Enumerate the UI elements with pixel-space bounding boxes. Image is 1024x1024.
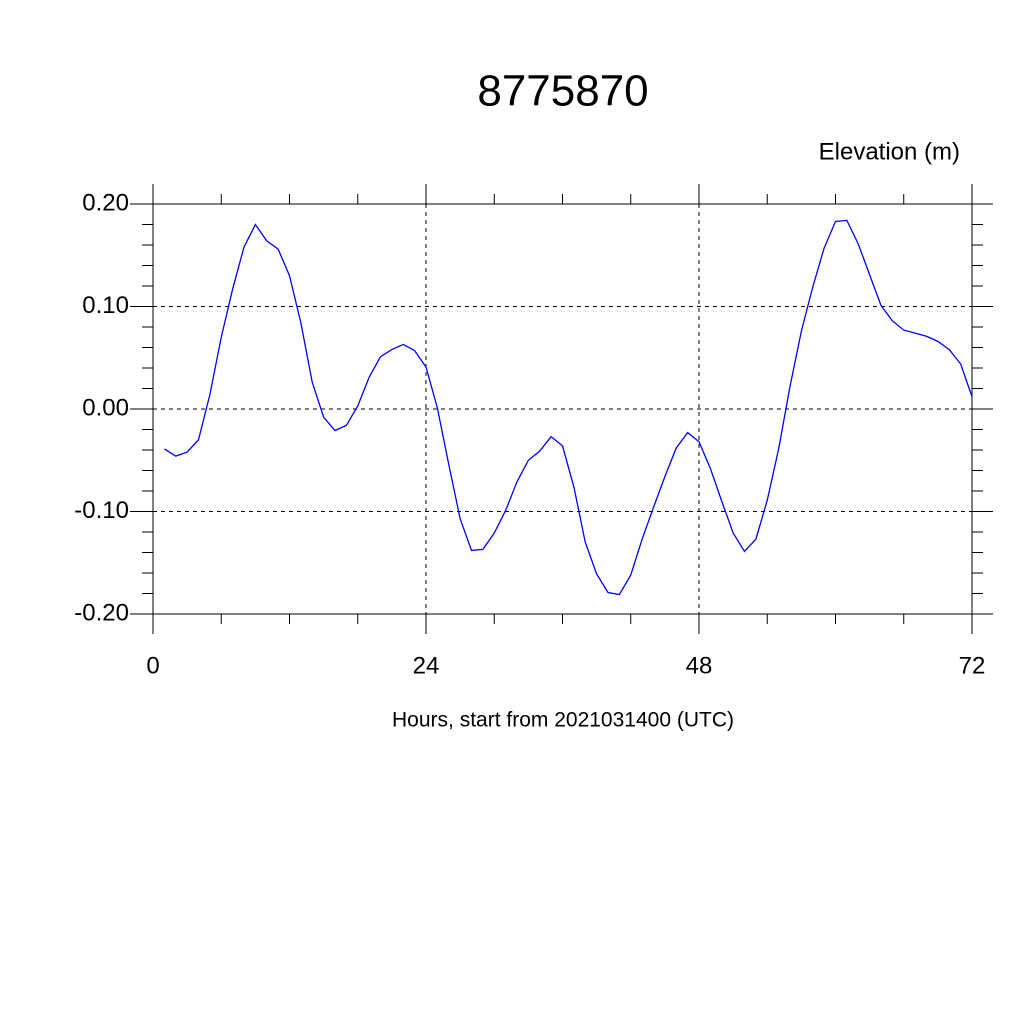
x-axis-label: Hours, start from 2021031400 (UTC) [392,709,734,732]
y-tick-label: -0.20 [74,599,129,626]
x-tick-label: 72 [959,652,986,679]
x-tick-label: 24 [413,652,440,679]
x-tick-label: 48 [686,652,713,679]
y-tick-label: 0.10 [82,292,129,319]
y-axis-label: Elevation (m) [819,138,960,165]
x-tick-label: 0 [146,652,159,679]
y-tick-label: -0.10 [74,497,129,524]
chart-title: 8775870 [477,67,648,116]
y-tick-label: 0.20 [82,189,129,216]
data-line [164,219,973,596]
y-tick-label: 0.00 [82,394,129,421]
